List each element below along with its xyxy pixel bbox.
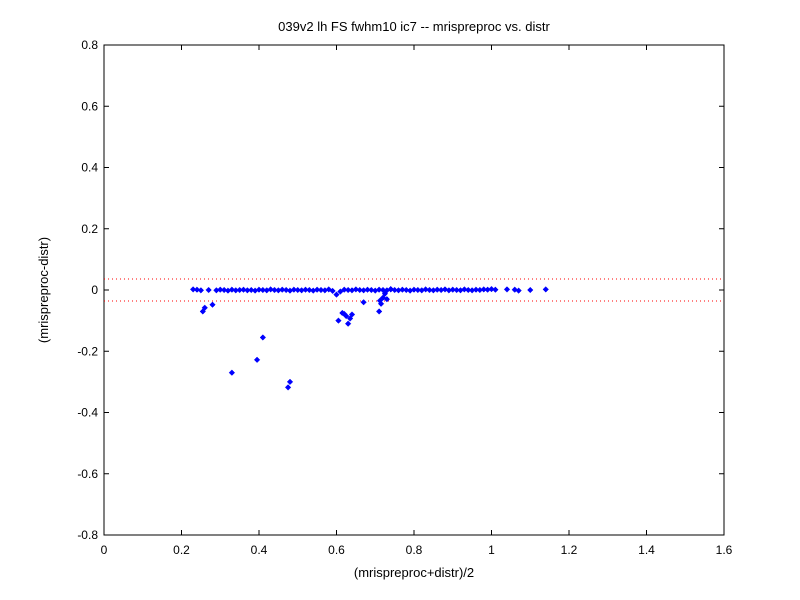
data-point bbox=[542, 286, 549, 293]
y-tick-label: 0 bbox=[91, 283, 98, 297]
data-point bbox=[383, 296, 391, 303]
data-point bbox=[189, 286, 197, 293]
y-tick-label: 0.2 bbox=[81, 222, 98, 236]
y-tick-label: -0.2 bbox=[77, 344, 98, 358]
data-point bbox=[515, 287, 522, 294]
data-point bbox=[387, 285, 394, 293]
x-tick-label: 0.6 bbox=[328, 543, 345, 557]
x-tick-label: 1 bbox=[488, 543, 495, 557]
x-tick-label: 1.4 bbox=[638, 543, 655, 557]
data-point bbox=[259, 286, 267, 294]
data-point bbox=[465, 286, 472, 294]
x-tick-label: 0.2 bbox=[173, 543, 190, 557]
data-point bbox=[503, 286, 511, 293]
data-point bbox=[410, 286, 418, 293]
data-point bbox=[286, 378, 294, 386]
data-point bbox=[461, 286, 468, 293]
data-point bbox=[267, 286, 274, 293]
data-point bbox=[248, 286, 255, 294]
y-tick-labels: 0.8 0.6 0.4 0.2 0 -0.2 -0.4 -0.6 -0.8 bbox=[77, 38, 98, 542]
data-points bbox=[189, 285, 549, 391]
data-point bbox=[341, 286, 348, 293]
data-point bbox=[282, 286, 290, 294]
y-tick-label: 0.6 bbox=[81, 99, 98, 113]
x-axis-label: (mrispreproc+distr)/2 bbox=[354, 565, 474, 580]
data-point bbox=[511, 286, 518, 293]
data-point bbox=[492, 286, 499, 293]
axis-ticks bbox=[103, 44, 725, 536]
data-point bbox=[344, 286, 352, 294]
data-point bbox=[228, 286, 236, 293]
data-point bbox=[271, 286, 278, 294]
data-point bbox=[344, 320, 352, 327]
x-tick-label: 1.6 bbox=[716, 543, 733, 557]
y-tick-label: 0.4 bbox=[81, 161, 98, 175]
y-tick-label: -0.8 bbox=[77, 528, 98, 542]
data-point bbox=[333, 291, 340, 298]
data-point bbox=[240, 286, 247, 293]
data-point bbox=[325, 286, 332, 293]
data-point bbox=[279, 286, 286, 293]
data-point bbox=[302, 286, 309, 293]
y-tick-label: -0.4 bbox=[77, 406, 98, 420]
data-point bbox=[480, 286, 487, 293]
data-point bbox=[375, 308, 383, 315]
data-point bbox=[414, 286, 422, 294]
x-tick-label: 0 bbox=[101, 543, 108, 557]
data-point bbox=[527, 286, 534, 294]
reference-lines bbox=[104, 278, 724, 302]
data-point bbox=[352, 286, 360, 293]
data-point bbox=[472, 286, 480, 293]
data-point bbox=[449, 286, 456, 293]
y-tick-label: -0.6 bbox=[77, 467, 98, 481]
data-point bbox=[343, 312, 350, 320]
data-point bbox=[259, 334, 267, 341]
data-point bbox=[422, 286, 429, 293]
data-point bbox=[317, 286, 325, 294]
data-point bbox=[335, 317, 342, 324]
data-point bbox=[306, 286, 313, 294]
data-point bbox=[348, 311, 356, 318]
data-point bbox=[434, 286, 441, 293]
y-tick-label: 0.8 bbox=[81, 38, 98, 52]
data-point bbox=[253, 356, 261, 363]
data-point bbox=[364, 286, 371, 293]
x-tick-label: 0.8 bbox=[406, 543, 423, 557]
data-point bbox=[453, 286, 460, 294]
data-point bbox=[193, 286, 201, 293]
data-point bbox=[197, 287, 205, 294]
data-point bbox=[329, 287, 336, 295]
y-axis-label: (mrispreproc-distr) bbox=[36, 237, 51, 343]
data-point bbox=[228, 369, 236, 376]
data-point bbox=[426, 286, 433, 294]
data-point bbox=[205, 286, 212, 294]
data-point bbox=[294, 286, 301, 294]
data-point bbox=[255, 286, 263, 293]
x-tick-label: 1.2 bbox=[561, 543, 578, 557]
chart-title: 039v2 lh FS fwhm10 ic7 -- mrispreproc vs… bbox=[278, 19, 550, 34]
data-point bbox=[376, 297, 384, 304]
data-point bbox=[381, 290, 389, 297]
data-point bbox=[290, 286, 298, 293]
data-point bbox=[360, 299, 367, 306]
data-point bbox=[217, 286, 224, 293]
data-point bbox=[209, 301, 216, 308]
x-tick-labels: 0 0.2 0.4 0.6 0.8 1 1.2 1.4 1.6 bbox=[101, 543, 733, 557]
data-point bbox=[368, 286, 375, 294]
x-tick-label: 0.4 bbox=[251, 543, 268, 557]
data-point bbox=[356, 286, 363, 294]
data-point bbox=[375, 286, 383, 293]
data-point bbox=[488, 285, 495, 293]
data-point bbox=[399, 286, 406, 293]
data-point bbox=[403, 286, 410, 294]
data-point bbox=[441, 286, 449, 293]
data-point bbox=[284, 384, 292, 391]
data-point bbox=[220, 286, 228, 294]
data-point bbox=[201, 304, 208, 311]
data-point bbox=[313, 286, 321, 293]
